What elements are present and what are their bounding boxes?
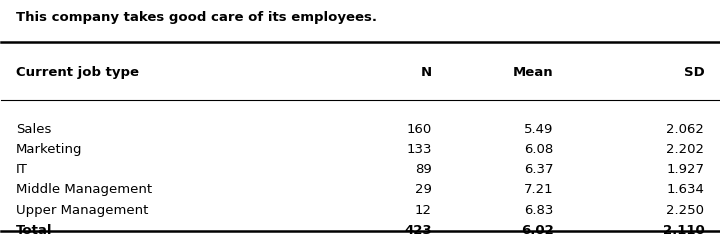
Text: Mean: Mean bbox=[513, 66, 554, 79]
Text: 2.062: 2.062 bbox=[667, 123, 704, 136]
Text: Total: Total bbox=[16, 224, 53, 237]
Text: Marketing: Marketing bbox=[16, 143, 82, 156]
Text: SD: SD bbox=[683, 66, 704, 79]
Text: 2.250: 2.250 bbox=[666, 204, 704, 216]
Text: 6.37: 6.37 bbox=[524, 163, 554, 176]
Text: 160: 160 bbox=[407, 123, 432, 136]
Text: 6.08: 6.08 bbox=[524, 143, 554, 156]
Text: 12: 12 bbox=[415, 204, 432, 216]
Text: This company takes good care of its employees.: This company takes good care of its empl… bbox=[16, 11, 377, 24]
Text: IT: IT bbox=[16, 163, 27, 176]
Text: 7.21: 7.21 bbox=[524, 183, 554, 196]
Text: 6.02: 6.02 bbox=[521, 224, 554, 237]
Text: 1.927: 1.927 bbox=[666, 163, 704, 176]
Text: Sales: Sales bbox=[16, 123, 51, 136]
Text: 1.634: 1.634 bbox=[667, 183, 704, 196]
Text: 29: 29 bbox=[415, 183, 432, 196]
Text: 2.110: 2.110 bbox=[662, 224, 704, 237]
Text: 133: 133 bbox=[406, 143, 432, 156]
Text: N: N bbox=[420, 66, 432, 79]
Text: Upper Management: Upper Management bbox=[16, 204, 148, 216]
Text: 5.49: 5.49 bbox=[524, 123, 554, 136]
Text: 423: 423 bbox=[404, 224, 432, 237]
Text: 89: 89 bbox=[415, 163, 432, 176]
Text: 2.202: 2.202 bbox=[666, 143, 704, 156]
Text: 6.83: 6.83 bbox=[524, 204, 554, 216]
Text: Current job type: Current job type bbox=[16, 66, 139, 79]
Text: Middle Management: Middle Management bbox=[16, 183, 152, 196]
